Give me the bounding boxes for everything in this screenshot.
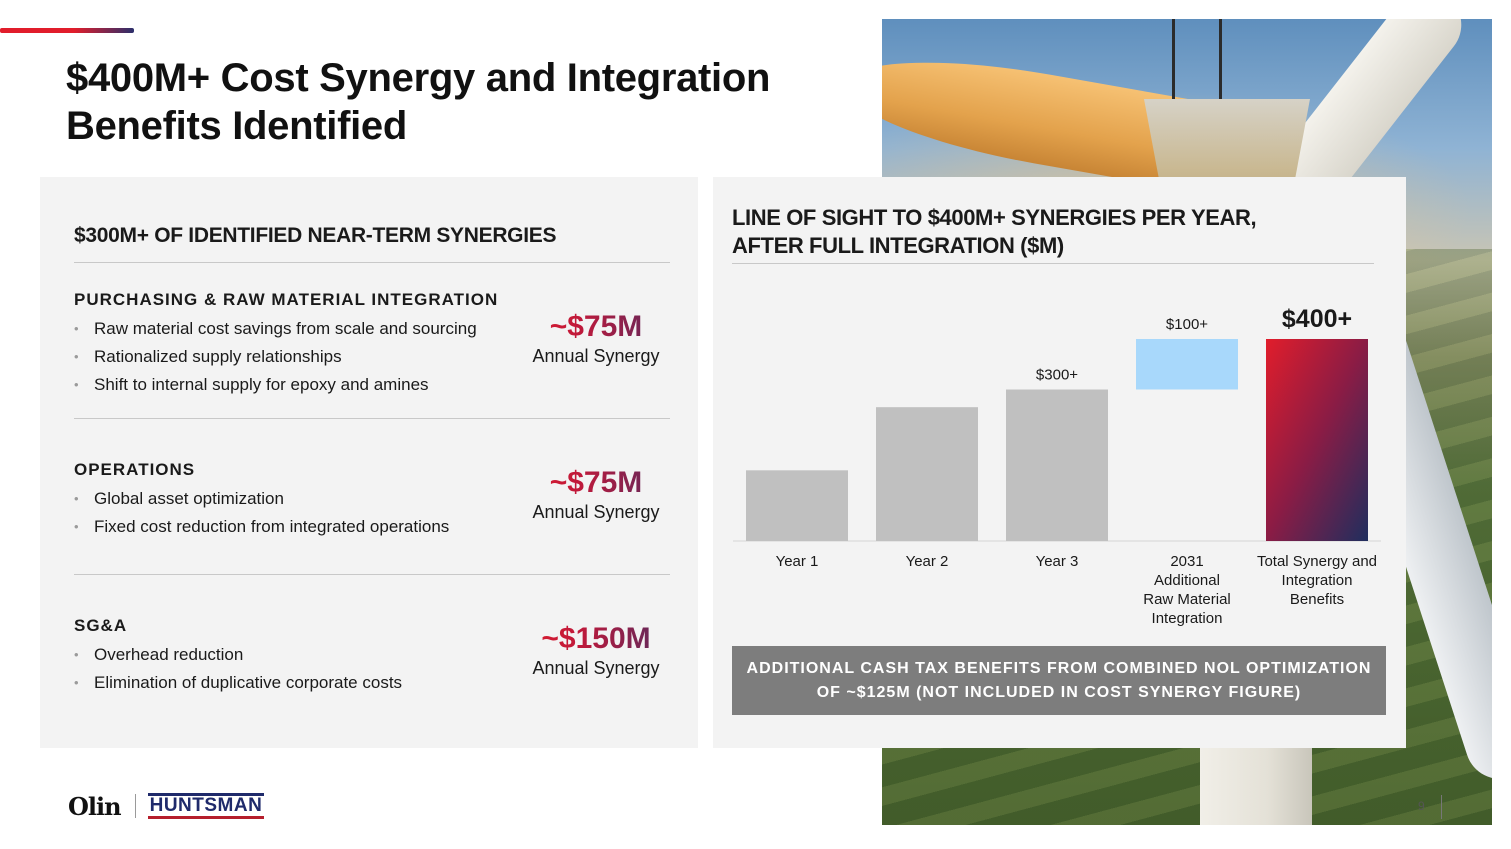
chart-bar-1	[746, 470, 848, 541]
chart-bar-5	[1266, 339, 1368, 541]
section-divider	[74, 574, 670, 575]
page-number: 9	[1418, 799, 1425, 813]
section-purchasing: PURCHASING & RAW MATERIAL INTEGRATION Ra…	[74, 289, 674, 399]
page-title: $400M+ Cost Synergy and Integration Bene…	[66, 56, 771, 148]
bullet-item: Global asset optimization	[74, 485, 674, 513]
chart-category-label: 2031 Additional Raw Material Integration	[1143, 553, 1231, 627]
chart-category-label: Total Synergy and Integration Benefits	[1257, 553, 1377, 608]
amount-label: Annual Synergy	[532, 658, 660, 678]
huntsman-logo: HUNTSMAN	[147, 793, 265, 819]
amount-value: ~$75M	[511, 310, 681, 344]
tax-benefit-line1: ADDITIONAL CASH TAX BENEFITS FROM COMBIN…	[746, 660, 1372, 677]
amount-label: Annual Synergy	[532, 346, 660, 366]
page-number-rule	[1441, 795, 1442, 819]
amount-operations: ~$75M Annual Synergy	[511, 466, 681, 524]
chart-heading-line2: AFTER FULL INTEGRATION ($M)	[732, 233, 1064, 258]
footer-logos: Olin HUNTSMAN	[68, 791, 265, 821]
chart-category-label: Year 3	[1036, 553, 1079, 570]
line-of-sight-panel: LINE OF SIGHT TO $400M+ SYNERGIES PER YE…	[713, 177, 1406, 748]
section-sga: SG&A Overhead reduction Elimination of d…	[74, 615, 674, 697]
chart-heading: LINE OF SIGHT TO $400M+ SYNERGIES PER YE…	[732, 204, 1372, 260]
section-title: OPERATIONS	[74, 460, 196, 479]
chart-bar-2	[876, 407, 978, 541]
accent-bar	[0, 28, 134, 33]
logo-separator	[134, 794, 136, 818]
chart-bar-3	[1006, 389, 1108, 541]
amount-purchasing: ~$75M Annual Synergy	[511, 310, 681, 368]
chart-data-label: $300+	[1036, 367, 1078, 384]
amount-value: ~$150M	[511, 622, 681, 656]
amount-value: ~$75M	[511, 466, 681, 500]
section-title: PURCHASING & RAW MATERIAL INTEGRATION	[74, 290, 499, 309]
bullet-item: Overhead reduction	[74, 641, 674, 669]
olin-logo: Olin	[68, 791, 122, 821]
section-divider	[74, 262, 670, 263]
bullet-item: Rationalized supply relationships	[74, 343, 674, 371]
chart-heading-line1: LINE OF SIGHT TO $400M+ SYNERGIES PER YE…	[732, 205, 1257, 230]
chart-bar-4	[1136, 339, 1238, 390]
section-divider	[74, 418, 670, 419]
section-operations: OPERATIONS Global asset optimization Fix…	[74, 459, 674, 541]
chart-category-label: Year 1	[776, 553, 819, 570]
chart-heading-divider	[732, 263, 1374, 264]
bullet-item: Raw material cost savings from scale and…	[74, 315, 674, 343]
near-term-synergies-panel: $300M+ OF IDENTIFIED NEAR-TERM SYNERGIES…	[40, 177, 698, 748]
tax-benefit-line2: OF ~$125M (NOT INCLUDED IN COST SYNERGY …	[816, 684, 1302, 701]
bullet-item: Fixed cost reduction from integrated ope…	[74, 513, 674, 541]
bullet-item: Shift to internal supply for epoxy and a…	[74, 371, 674, 399]
synergy-bar-chart: Year 1 Year 2 $300+ Year 3 $100+ 2031 Addition…	[733, 305, 1381, 627]
chart-data-label: $100+	[1166, 316, 1208, 333]
amount-sga: ~$150M Annual Synergy	[511, 622, 681, 680]
section-title: SG&A	[74, 616, 128, 635]
amount-label: Annual Synergy	[532, 502, 660, 522]
chart-category-label: Year 2	[906, 553, 949, 570]
bullet-item: Elimination of duplicative corporate cos…	[74, 669, 674, 697]
chart-data-label: $400+	[1282, 305, 1352, 333]
tax-benefit-callout: ADDITIONAL CASH TAX BENEFITS FROM COMBIN…	[732, 646, 1386, 715]
near-term-synergies-heading: $300M+ OF IDENTIFIED NEAR-TERM SYNERGIES	[74, 224, 557, 247]
